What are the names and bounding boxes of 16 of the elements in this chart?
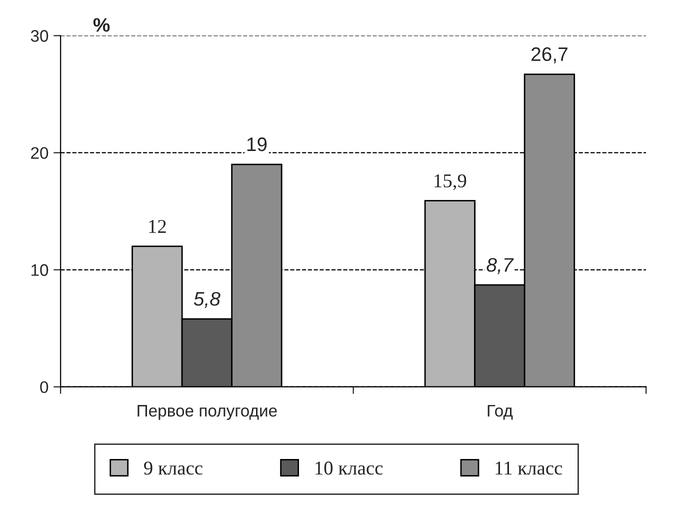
text: 12 — [149, 220, 166, 233]
legend-label: 11 класс — [496, 462, 562, 475]
y-tick-label: 20 — [31, 147, 48, 159]
text: 19 — [247, 137, 267, 152]
text: 8,7 — [486, 258, 514, 274]
text: 15,9 — [434, 174, 466, 190]
text: 26,7 — [532, 47, 568, 64]
y-tick-label: 30 — [30, 30, 48, 42]
x-tick-label: Год — [488, 405, 513, 420]
legend-label: 9 класс — [144, 462, 202, 475]
y-tick-label: 0 — [40, 381, 48, 394]
legend-label: 10 класс — [316, 462, 383, 475]
y-tick-label: 10 — [32, 264, 48, 276]
y-axis-title: % — [93, 18, 110, 32]
x-tick-label: Первое полугодие — [138, 405, 277, 420]
text: 5,8 — [194, 292, 220, 308]
